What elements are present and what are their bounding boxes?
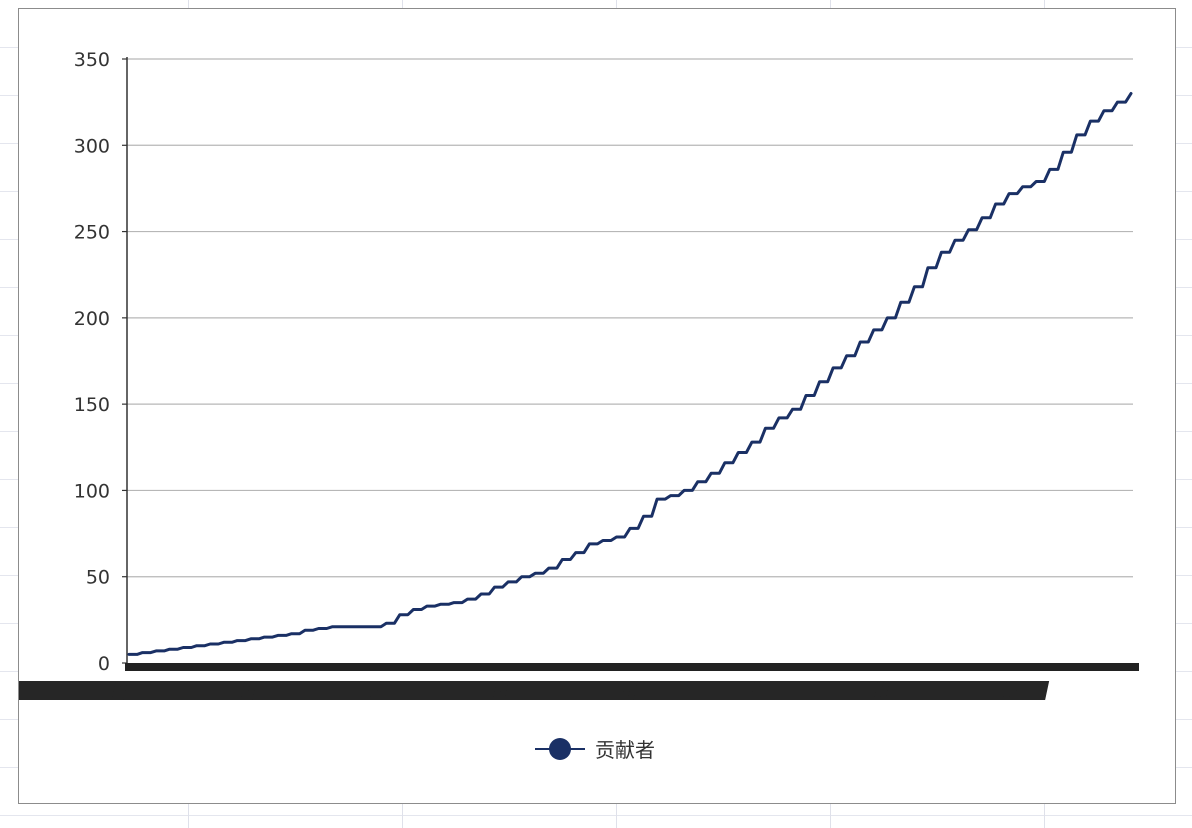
y-tick-labels: 0 50 100 150 200 250 300 350 [74,49,110,675]
series-line [127,92,1133,656]
y-tick-label: 300 [74,135,110,157]
legend-label: 贡献者 [595,738,655,762]
chart-frame: 0 50 100 150 200 250 300 350 贡献者 [18,8,1176,804]
series-lines [127,92,1133,656]
y-tick-label: 50 [86,567,110,589]
x-tick-label [1032,681,1050,700]
y-tick-label: 200 [74,308,110,330]
line-chart: 0 50 100 150 200 250 300 350 贡献者 [19,49,1139,762]
x-axis-bar [125,663,1139,671]
y-tick-label: 150 [74,394,110,416]
legend-marker [549,738,571,760]
y-tick-label: 100 [74,480,110,502]
x-tick-labels [19,681,1050,700]
y-tick-label: 250 [74,222,110,244]
y-tick-label: 0 [98,653,110,675]
legend[interactable]: 贡献者 [535,738,655,762]
gridlines [127,58,1133,578]
y-tick-label: 350 [74,49,110,71]
axes [122,57,1139,671]
